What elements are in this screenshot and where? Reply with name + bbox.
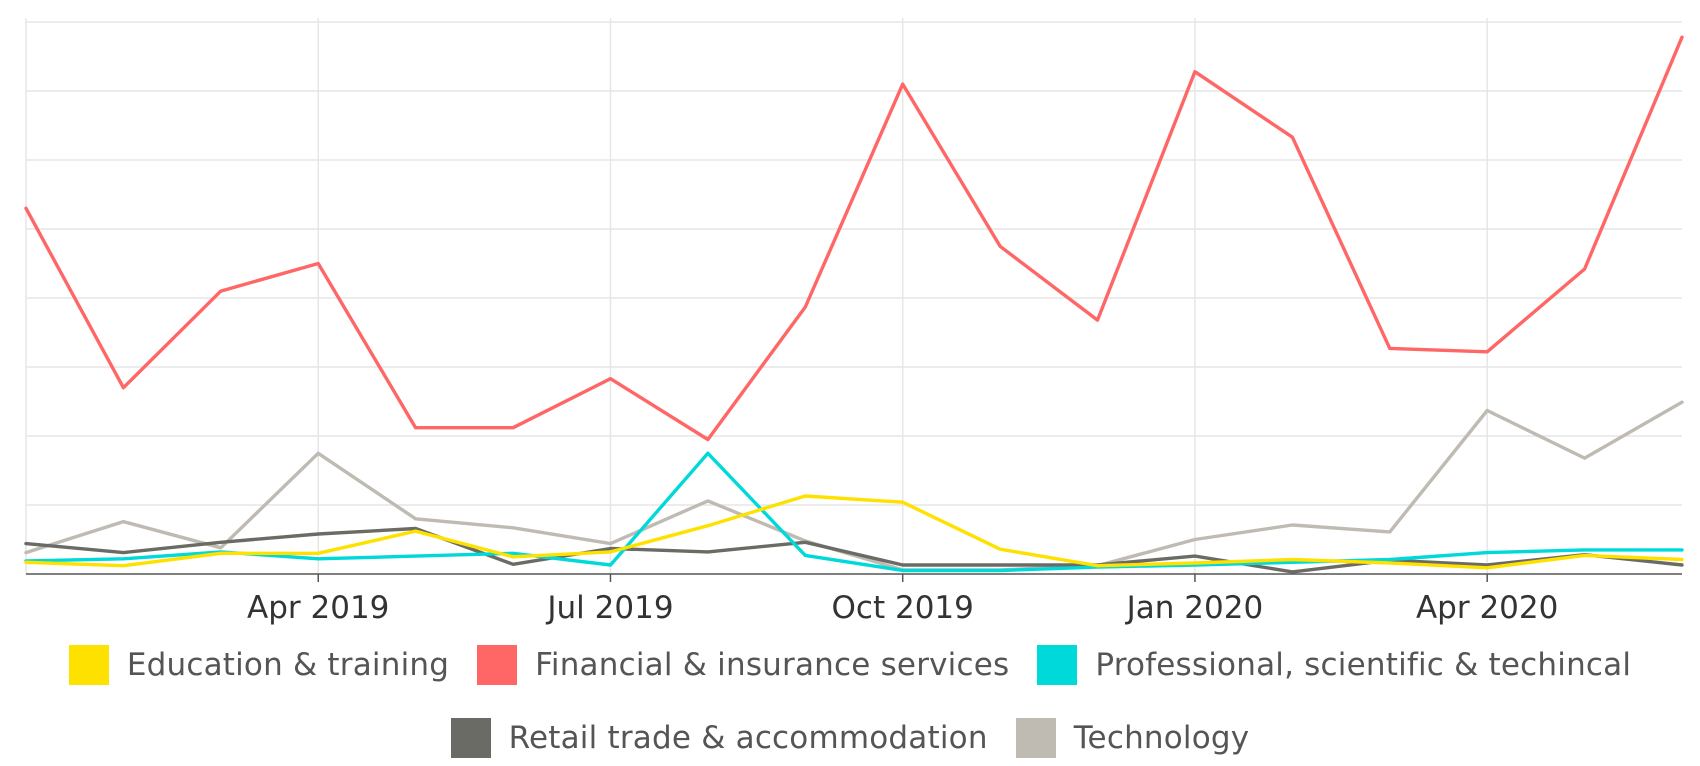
legend-item-technology: Technology <box>1015 718 1250 758</box>
legend-label-education: Education & training <box>126 647 450 683</box>
legend-swatch-financial <box>477 645 518 685</box>
x-tick-labels: Apr 2019 Jul 2019 Oct 2019 Jan 2020 Apr 2020 <box>247 590 1558 626</box>
legend-item-retail: Retail trade & accommodation <box>450 718 988 758</box>
legend-label-retail: Retail trade & accommodation <box>508 720 988 756</box>
series-lines <box>24 35 1684 574</box>
x-tick-label-4: Apr 2020 <box>1416 590 1558 626</box>
series-line-0 <box>24 494 1684 570</box>
series-line-3 <box>24 526 1684 574</box>
legend-item-education: Education & training <box>68 645 450 685</box>
series-line-2 <box>24 451 1684 573</box>
x-tick-label-1: Jul 2019 <box>545 590 673 626</box>
legend-label-technology: Technology <box>1073 720 1250 756</box>
x-tick-label-0: Apr 2019 <box>247 590 389 626</box>
legend-label-professional: Professional, scientific & techincal <box>1095 647 1632 683</box>
x-tick-label-2: Oct 2019 <box>832 590 974 626</box>
legend-swatch-technology <box>1015 718 1056 758</box>
series-line-1 <box>24 35 1684 442</box>
legend-item-professional: Professional, scientific & techincal <box>1037 645 1631 685</box>
legend-label-financial: Financial & insurance services <box>535 647 1010 683</box>
legend-item-financial: Financial & insurance services <box>477 645 1009 685</box>
x-tick-label-3: Jan 2020 <box>1125 590 1264 626</box>
legend-swatch-education <box>68 645 109 685</box>
legend-swatch-professional <box>1037 645 1078 685</box>
gridlines <box>25 18 1682 574</box>
legend-row-1: Education & training Financial & insuran… <box>0 645 1700 685</box>
legend-row-2: Retail trade & accommodation Technology <box>0 718 1700 758</box>
series-line-4 <box>24 400 1684 572</box>
legend-swatch-retail <box>450 718 491 758</box>
axes <box>26 573 1682 582</box>
